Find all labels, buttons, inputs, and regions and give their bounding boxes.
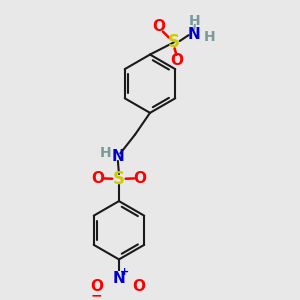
- Text: H: H: [189, 14, 201, 28]
- Text: −: −: [90, 288, 102, 300]
- Text: +: +: [120, 267, 130, 277]
- Text: H: H: [100, 146, 111, 160]
- Text: O: O: [133, 279, 146, 294]
- Text: S: S: [168, 33, 180, 51]
- Text: O: O: [152, 19, 165, 34]
- Text: O: O: [91, 171, 104, 186]
- Text: S: S: [113, 170, 125, 188]
- Text: N: N: [111, 148, 124, 164]
- Text: O: O: [90, 279, 103, 294]
- Text: H: H: [204, 30, 215, 44]
- Text: N: N: [188, 27, 200, 42]
- Text: O: O: [170, 53, 183, 68]
- Text: N: N: [112, 271, 125, 286]
- Text: O: O: [134, 171, 146, 186]
